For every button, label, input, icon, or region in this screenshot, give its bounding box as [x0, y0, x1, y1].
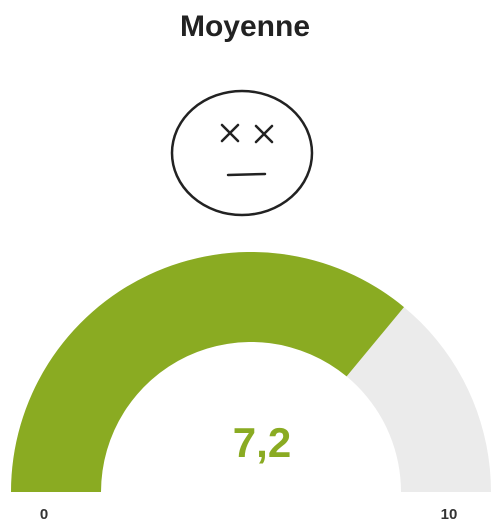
face-eye [220, 123, 240, 143]
tick-label: 0 [40, 506, 48, 523]
face-eye [254, 124, 274, 144]
value-label: 7,2 [233, 419, 291, 466]
gauge-value [11, 252, 404, 492]
face-mouth [226, 172, 267, 177]
face-icon [170, 89, 314, 217]
chart-title: Moyenne [180, 10, 310, 43]
tick-label: 10 [441, 506, 458, 523]
face-outline [170, 89, 314, 217]
